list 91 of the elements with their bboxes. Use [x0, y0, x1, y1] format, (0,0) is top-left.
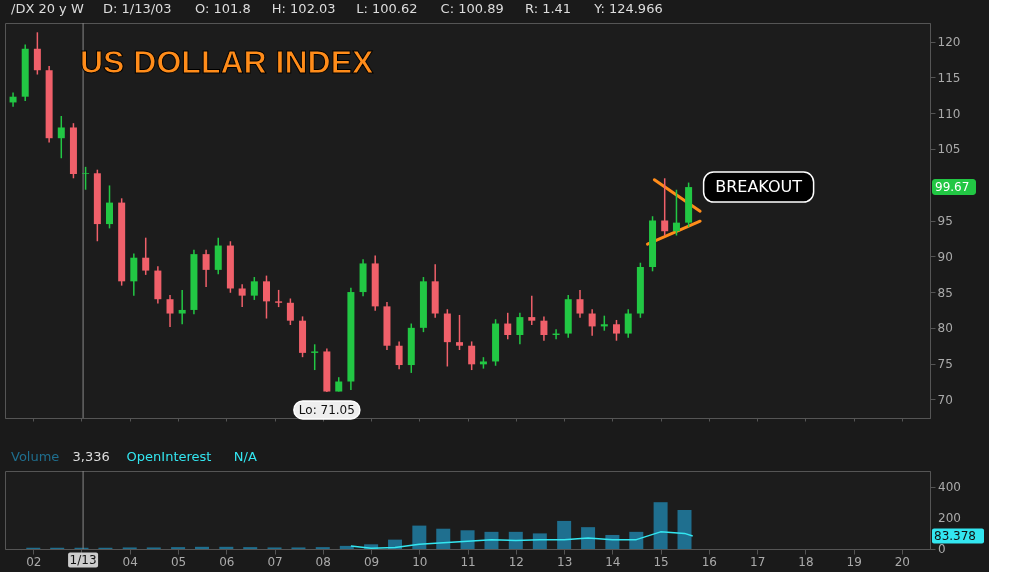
y-tick-label: 95	[937, 214, 953, 228]
x-tick-label: 10	[412, 554, 428, 569]
bar	[653, 502, 668, 549]
x-tick-label: 08	[315, 554, 331, 569]
x-tick-label: 07	[267, 554, 283, 569]
x-tick-label: 18	[798, 554, 814, 569]
candlestick	[238, 283, 246, 308]
x-tick-label: 04	[122, 554, 138, 569]
y-tick-label: 120	[937, 35, 961, 50]
y-tick-label: 80	[937, 321, 953, 336]
candlestick	[612, 319, 620, 342]
candlestick	[456, 314, 464, 351]
candlestick	[468, 340, 476, 371]
y-tick-label: 90	[937, 249, 953, 264]
text: O: 101.8	[195, 1, 251, 16]
candlestick	[57, 115, 65, 159]
candlestick	[106, 184, 114, 230]
x-tick-label: 16	[701, 554, 717, 569]
x-tick-label: 17	[750, 554, 766, 569]
candlestick	[395, 340, 403, 371]
text: 83.378	[934, 528, 976, 543]
text: L: 100.62	[356, 1, 418, 16]
x-tick-label: 09	[363, 554, 380, 569]
text: D: 1/13/03	[103, 1, 172, 16]
y-tick-label: 0	[938, 542, 946, 556]
x-tick-label: 05	[170, 554, 187, 569]
x-tick-label: 11	[460, 554, 476, 569]
text: 3,336	[72, 449, 110, 464]
bar	[557, 520, 572, 549]
y-tick-label: 400	[938, 479, 961, 494]
candlestick	[166, 294, 174, 328]
candlestick	[286, 297, 294, 326]
candlestick	[540, 315, 548, 342]
bar	[436, 528, 451, 549]
candlestick	[661, 177, 669, 237]
candlestick	[504, 312, 512, 341]
text: C: 100.89	[440, 1, 504, 16]
candlestick	[202, 249, 210, 288]
bar	[581, 527, 596, 549]
y-tick-label: 70	[937, 392, 953, 407]
annotation: 99.67	[935, 180, 970, 195]
text: /DX 20 y W	[11, 1, 84, 16]
bar	[460, 530, 475, 549]
candlestick	[262, 274, 270, 320]
text: H: 102.03	[271, 1, 336, 16]
bar	[605, 534, 620, 549]
bar	[412, 525, 427, 549]
text: Volume	[11, 449, 60, 464]
candlestick	[588, 308, 596, 337]
y-tick-label: 110	[937, 106, 961, 121]
y-tick-label: 115	[937, 70, 961, 85]
text: OpenInterest	[126, 449, 212, 464]
bar	[195, 546, 209, 549]
candlestick	[130, 252, 138, 297]
text: R: 1.41	[525, 1, 572, 16]
bar	[677, 510, 692, 549]
x-tick-label: 06	[219, 554, 235, 569]
y-tick-label: 200	[938, 510, 961, 525]
annotation: Lo: 71.05	[298, 402, 355, 417]
y-tick-label: 75	[937, 357, 953, 372]
candlestick	[82, 166, 90, 191]
x-tick-label: 02	[26, 554, 42, 569]
candlestick	[528, 294, 536, 326]
candlestick	[576, 289, 584, 319]
bar	[532, 533, 547, 549]
candlestick	[672, 188, 680, 237]
bar	[484, 531, 499, 549]
candlestick	[516, 312, 524, 346]
bar	[508, 531, 523, 549]
x-tick-label: 19	[846, 554, 862, 569]
x-tick-label: 14	[605, 554, 621, 569]
candlestick	[142, 236, 150, 276]
candlestick	[250, 276, 258, 301]
annotation: BREAKOUT	[715, 177, 803, 197]
x-tick-label: 13	[557, 554, 573, 569]
candlestick	[178, 289, 186, 326]
bar	[219, 546, 234, 549]
candlestick	[311, 343, 319, 371]
y-tick-label: 85	[937, 285, 953, 300]
x-tick-label: 20	[894, 554, 910, 569]
x-tick-label: 15	[653, 554, 669, 569]
text: N/A	[233, 449, 257, 464]
bar	[629, 531, 644, 549]
text: US DOLLAR INDEX	[80, 44, 374, 80]
x-tick-label: 12	[508, 554, 524, 569]
y-tick-label: 105	[937, 142, 961, 157]
ref-line-label: 1/13	[69, 553, 97, 567]
line-series	[350, 531, 694, 549]
text: Y: 124.966	[593, 1, 663, 16]
candlestick	[624, 308, 632, 339]
candlestick	[33, 31, 41, 76]
